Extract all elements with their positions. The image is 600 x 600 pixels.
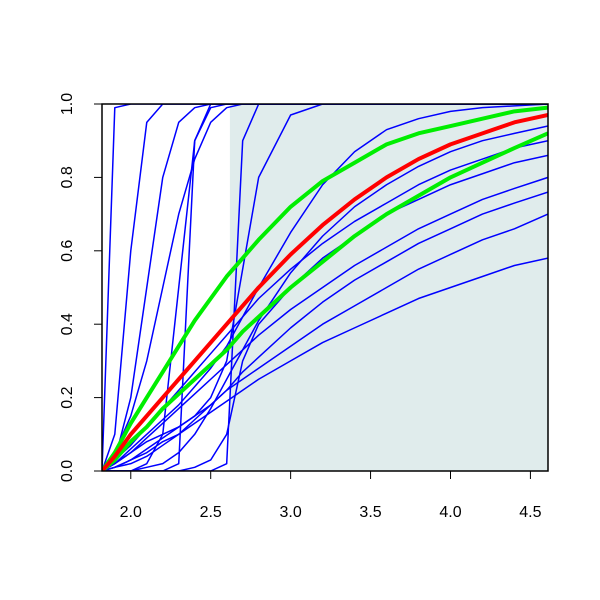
y-tick-label: 0.2 (59, 386, 76, 408)
series-line (102, 104, 548, 471)
y-tick-label: 0.4 (59, 313, 76, 335)
series-line (102, 105, 548, 471)
series-line (102, 125, 548, 471)
x-tick-label: 4.0 (439, 504, 461, 521)
series-line (102, 257, 548, 471)
series-line (102, 104, 548, 471)
y-tick-label: 0.0 (59, 460, 76, 482)
x-tick-label: 2.5 (200, 504, 222, 521)
series-line (102, 154, 548, 471)
x-tick-label: 4.5 (519, 504, 541, 521)
shaded-region (229, 104, 548, 471)
series-line (102, 104, 548, 471)
series-line (102, 191, 548, 471)
x-tick-label: 2.0 (120, 504, 142, 521)
y-tick-label: 0.6 (59, 240, 76, 262)
y-tick-label: 1.0 (59, 93, 76, 115)
series-line (102, 104, 548, 471)
y-tick-label: 0.8 (59, 166, 76, 188)
plot-frame (101, 103, 549, 472)
x-tick-label: 3.0 (280, 504, 302, 521)
series-line (102, 104, 548, 471)
series-line (102, 104, 548, 471)
series-line (102, 113, 548, 471)
series-line (102, 104, 548, 471)
series-line (102, 131, 548, 471)
series-line (102, 213, 548, 471)
x-tick-label: 3.5 (359, 504, 381, 521)
